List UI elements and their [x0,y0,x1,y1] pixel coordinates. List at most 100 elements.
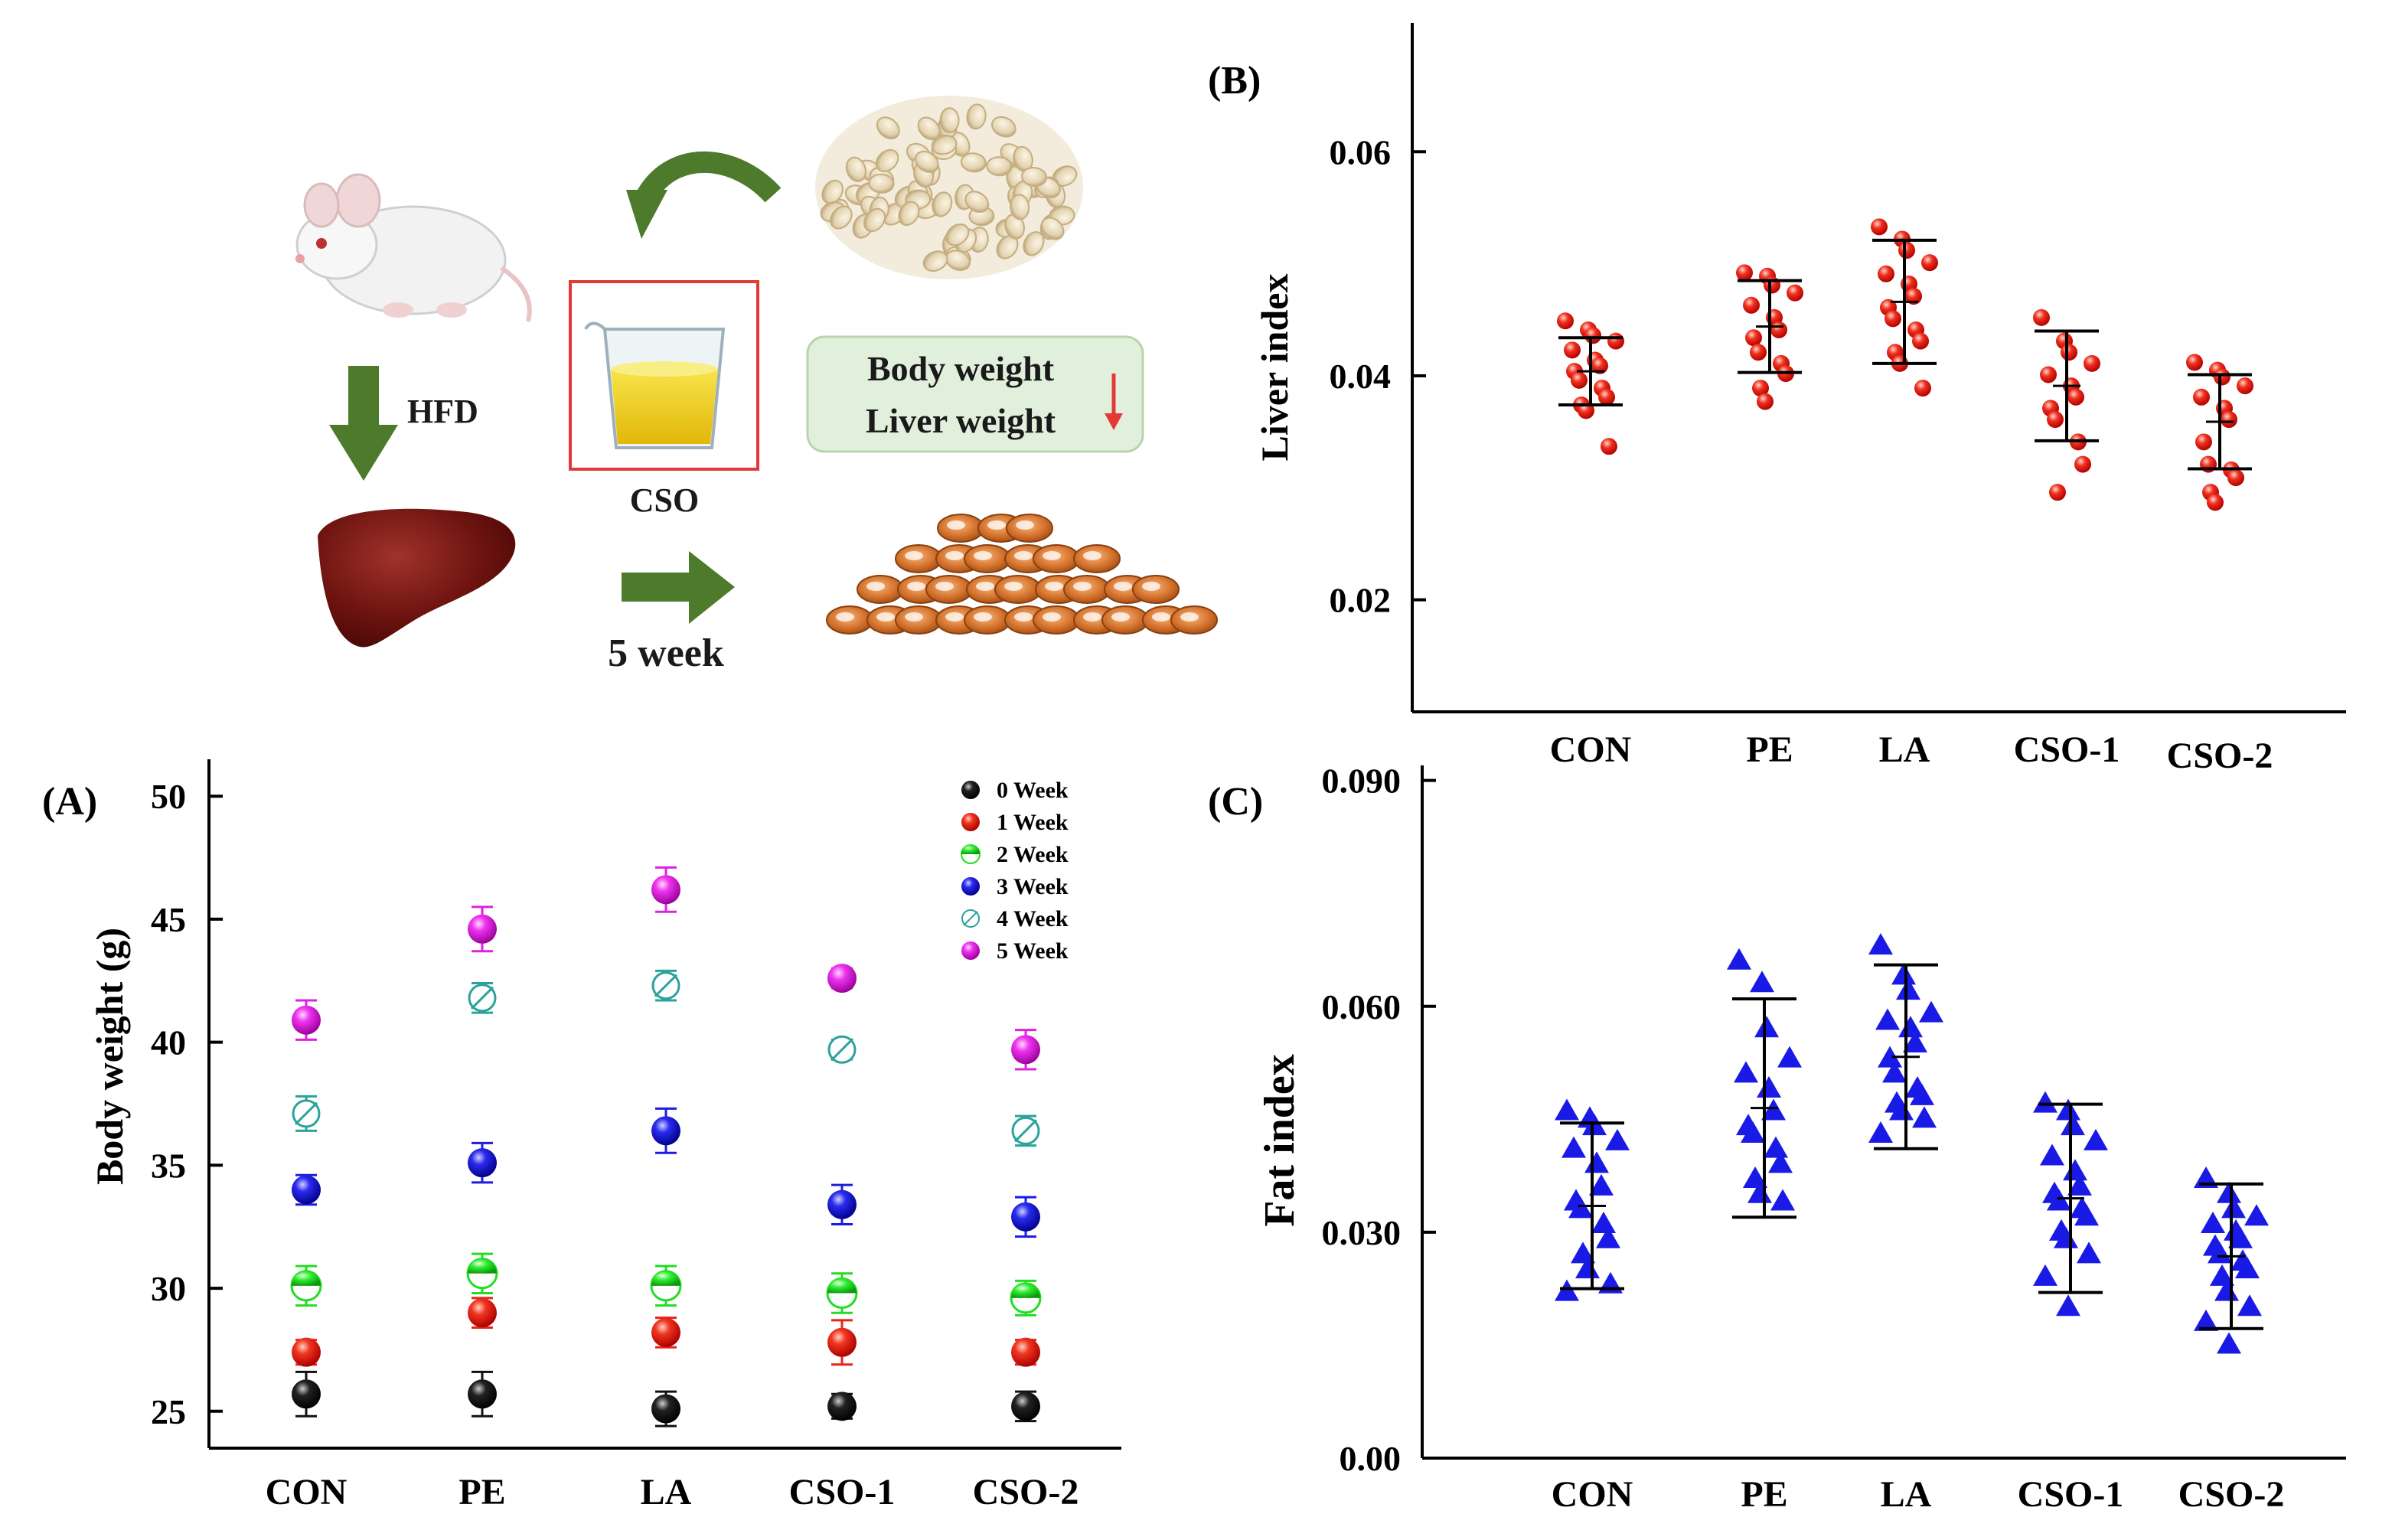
panel-c-point [2061,1114,2085,1136]
panel-a-marker [468,914,497,944]
panel-a-point-1-week [292,1337,321,1367]
fat-highlight [987,520,1006,530]
fat-highlight [907,582,925,591]
panel-a-point-1-week [1011,1337,1040,1367]
panel-b: (B) Liver index 0.02 0.04 0.06 CON PE LA CSO-… [1208,23,2346,776]
panel-a-marker [468,1298,497,1328]
panel-b-point [1743,296,1760,314]
panel-c-group-con [1555,1098,1630,1301]
panel-a-marker-half [827,1278,857,1294]
panel-a-point-0-week [827,1392,857,1421]
legend-label: 2 Week [997,842,1069,867]
panel-c-point [1770,1189,1795,1211]
panel-a-legend: 0 Week 1 Week 2 Week 3 Week 4 Week 5 Week [961,778,1069,964]
legend-label: 4 Week [997,906,1069,932]
panel-a-marker-half [1011,1283,1040,1298]
panel-a-marker [827,1327,857,1357]
panel-c-point [1743,1166,1767,1189]
liver-icon [318,508,516,648]
panel-c-point [1912,1106,1937,1128]
panel-b-point [1878,265,1894,282]
panel-c-point [1757,1075,1781,1098]
panel-a-point-2-week [466,1252,498,1294]
panel-a-point-3-week [651,1107,680,1154]
panel-b-point [1607,332,1624,350]
panel-c-point [2077,1241,2101,1264]
oil-cup-icon [584,321,726,449]
legend-label: 3 Week [997,874,1069,899]
panel-a-point-4-week [292,1095,321,1132]
panel-a-marker-slash [654,974,678,997]
seed-grain [917,116,941,141]
panel-a-point-2-week [290,1264,322,1307]
panel-c-point [2033,1091,2058,1113]
panel-c-x-tick-label: CON [1552,1474,1633,1515]
panel-b-point [1601,438,1617,455]
legend-marker [961,781,980,799]
panel-a-marker [651,1394,680,1424]
panel-a-marker [827,1189,857,1219]
panel-c-point [2217,1181,2241,1203]
legend-marker [961,877,980,896]
decrease-arrow-icon [1105,374,1123,430]
panel-c-point [1919,1000,1943,1023]
down-arrow-icon [329,366,398,481]
panel-c-y-label: Fat index [1256,1054,1304,1227]
fat-highlight [905,551,923,560]
panel-a-marker [651,875,680,905]
seed-grain [964,191,990,214]
panel-b-point [2033,308,2050,326]
seed-grain [1004,214,1025,240]
panel-b-x-tick-label: CON [1550,729,1632,770]
fat-highlight [1073,582,1092,591]
panel-c-point [1868,933,1893,955]
panel-a-point-1-week [651,1317,680,1349]
panel-c-point [1896,978,1920,1000]
fat-highlight [974,551,992,560]
fat-highlight [866,582,885,591]
fat-highlight [976,582,994,591]
seed-grain [876,116,900,140]
seed-grain [875,148,899,172]
panel-c-point [2235,1257,2260,1279]
panel-a-point-3-week [292,1173,321,1206]
panel-c-point [1891,963,1916,985]
panel-a-x-tick-label: CSO-2 [973,1472,1079,1512]
panel-b-point [2074,455,2091,473]
panel-b-point [1557,312,1574,330]
panel-c-point [1754,1016,1779,1038]
panel-a-point-0-week [468,1370,497,1418]
fat-highlight [1083,551,1101,560]
panel-c-point [1882,1061,1907,1083]
panel-c-x-tick-label: LA [1881,1474,1932,1515]
panel-b-point [1787,284,1803,302]
callout-line-2: Liver weight [866,401,1056,440]
fat-highlight [1045,582,1063,591]
panel-b-x-tick-label: CSO-2 [2167,736,2273,776]
panel-a-marker [468,1379,497,1409]
panel-b-point [1571,371,1588,389]
panel-c-point [1571,1241,1595,1264]
panel-b-y-tick-label: 0.02 [1330,581,1392,620]
panel-c-point [2210,1264,2234,1286]
panel-a-point-0-week [1011,1390,1040,1423]
panel-a-point-5-week [827,964,857,993]
seed-grain [868,173,895,194]
panel-c-point [2056,1294,2080,1317]
panel-c-point [1589,1173,1614,1196]
fat-highlight [1111,612,1130,622]
legend-marker [961,941,980,960]
panel-a-point-3-week [1011,1196,1040,1238]
panel-a-y-tick-label: 25 [151,1392,186,1431]
panel-a-marker-half [651,1271,680,1286]
seed-grain [966,103,987,130]
panel-b-point [2084,354,2100,372]
seed-grain [991,116,1017,138]
legend-marker-slash [963,911,978,926]
seed-grain [1023,231,1045,256]
panel-a-y-tick-label: 45 [151,900,186,939]
panel-b-point [1912,332,1929,350]
panel-c-point [2067,1173,2092,1196]
panel-b-x-tick-label: CSO-1 [2014,729,2120,770]
panel-c-point [1596,1226,1620,1248]
